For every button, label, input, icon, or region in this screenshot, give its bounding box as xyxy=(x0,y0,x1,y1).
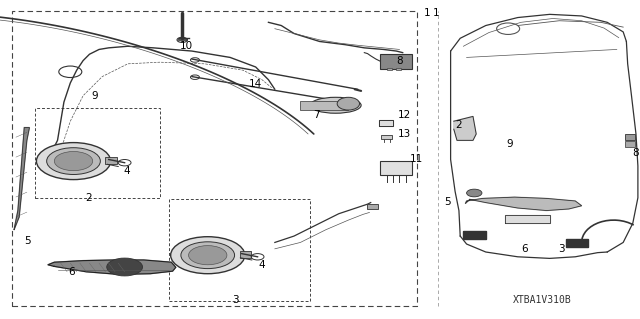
Bar xyxy=(625,134,636,140)
Polygon shape xyxy=(465,197,582,211)
Polygon shape xyxy=(566,239,588,247)
Circle shape xyxy=(107,258,143,276)
Text: 12: 12 xyxy=(397,110,411,121)
Text: 6: 6 xyxy=(68,267,75,277)
Text: 5: 5 xyxy=(444,197,451,207)
Polygon shape xyxy=(48,260,176,274)
Bar xyxy=(380,54,412,69)
Text: 14: 14 xyxy=(249,78,262,89)
Polygon shape xyxy=(463,231,486,239)
Bar xyxy=(106,157,117,164)
Bar xyxy=(240,251,251,258)
Bar xyxy=(170,199,310,301)
Text: 1: 1 xyxy=(433,8,439,19)
Polygon shape xyxy=(14,128,29,230)
Polygon shape xyxy=(379,120,393,126)
Ellipse shape xyxy=(337,97,360,110)
Bar xyxy=(300,101,348,110)
Circle shape xyxy=(467,189,482,197)
Bar xyxy=(396,68,401,70)
Text: 2: 2 xyxy=(456,120,462,130)
Text: 9: 9 xyxy=(507,139,513,149)
Bar xyxy=(12,11,417,306)
Text: 2: 2 xyxy=(85,193,92,203)
Bar xyxy=(367,204,378,209)
Bar xyxy=(178,38,188,40)
Bar xyxy=(35,108,160,198)
Circle shape xyxy=(171,237,245,274)
Text: 4: 4 xyxy=(259,260,266,271)
Circle shape xyxy=(47,148,100,174)
Circle shape xyxy=(181,242,235,269)
Text: 5: 5 xyxy=(24,236,31,246)
Bar xyxy=(380,161,412,175)
Bar xyxy=(625,141,636,147)
Text: 3: 3 xyxy=(232,295,239,305)
Text: 10: 10 xyxy=(180,41,193,51)
Text: 13: 13 xyxy=(397,129,411,139)
Text: 1: 1 xyxy=(424,8,430,19)
Ellipse shape xyxy=(310,97,361,113)
Text: XTBA1V310B: XTBA1V310B xyxy=(513,295,572,306)
Bar xyxy=(387,68,392,70)
Text: 4: 4 xyxy=(124,166,130,176)
Text: 9: 9 xyxy=(92,91,98,101)
Text: 8: 8 xyxy=(633,148,639,158)
Text: 11: 11 xyxy=(410,154,424,165)
Circle shape xyxy=(36,143,111,180)
Text: 8: 8 xyxy=(396,56,403,66)
Bar xyxy=(381,135,392,139)
Polygon shape xyxy=(505,215,550,223)
Text: 7: 7 xyxy=(313,110,320,120)
Circle shape xyxy=(189,246,227,265)
Text: 3: 3 xyxy=(558,244,564,255)
Polygon shape xyxy=(454,116,476,140)
Circle shape xyxy=(54,152,93,171)
Text: 6: 6 xyxy=(521,244,527,255)
